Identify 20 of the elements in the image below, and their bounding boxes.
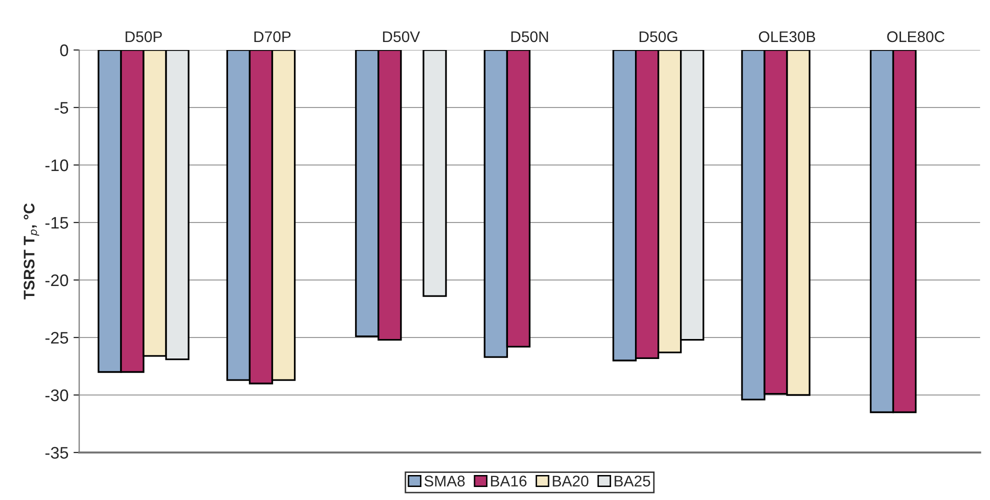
legend-label: BA20 bbox=[552, 476, 588, 486]
x-tick-label: D50V bbox=[383, 31, 420, 42]
legend-label: SMA8 bbox=[424, 476, 465, 486]
x-tick-label: D50P bbox=[126, 31, 162, 42]
x-tick-label: D70P bbox=[254, 31, 291, 42]
x-tick-label: D50G bbox=[640, 31, 678, 42]
y-axis-title: TSRST T$_{p}$, °C bbox=[24, 203, 40, 300]
y-tick-label: -25 bbox=[45, 332, 68, 344]
x-tick-label: OLE80C bbox=[887, 31, 944, 42]
y-tick-label: -20 bbox=[45, 274, 68, 286]
y-tick-label: 0 bbox=[60, 44, 68, 56]
x-tick-label: OLE30B bbox=[758, 31, 816, 42]
y-tick-label: -5 bbox=[54, 102, 68, 114]
y-tick-label: -10 bbox=[45, 159, 68, 172]
y-tick-label: -30 bbox=[45, 389, 68, 402]
legend-label: BA16 bbox=[491, 476, 527, 486]
y-tick-label: -35 bbox=[45, 446, 68, 459]
x-tick-label: D50N bbox=[511, 31, 548, 42]
legend-label: BA25 bbox=[614, 476, 650, 486]
y-tick-label: -15 bbox=[45, 217, 68, 229]
